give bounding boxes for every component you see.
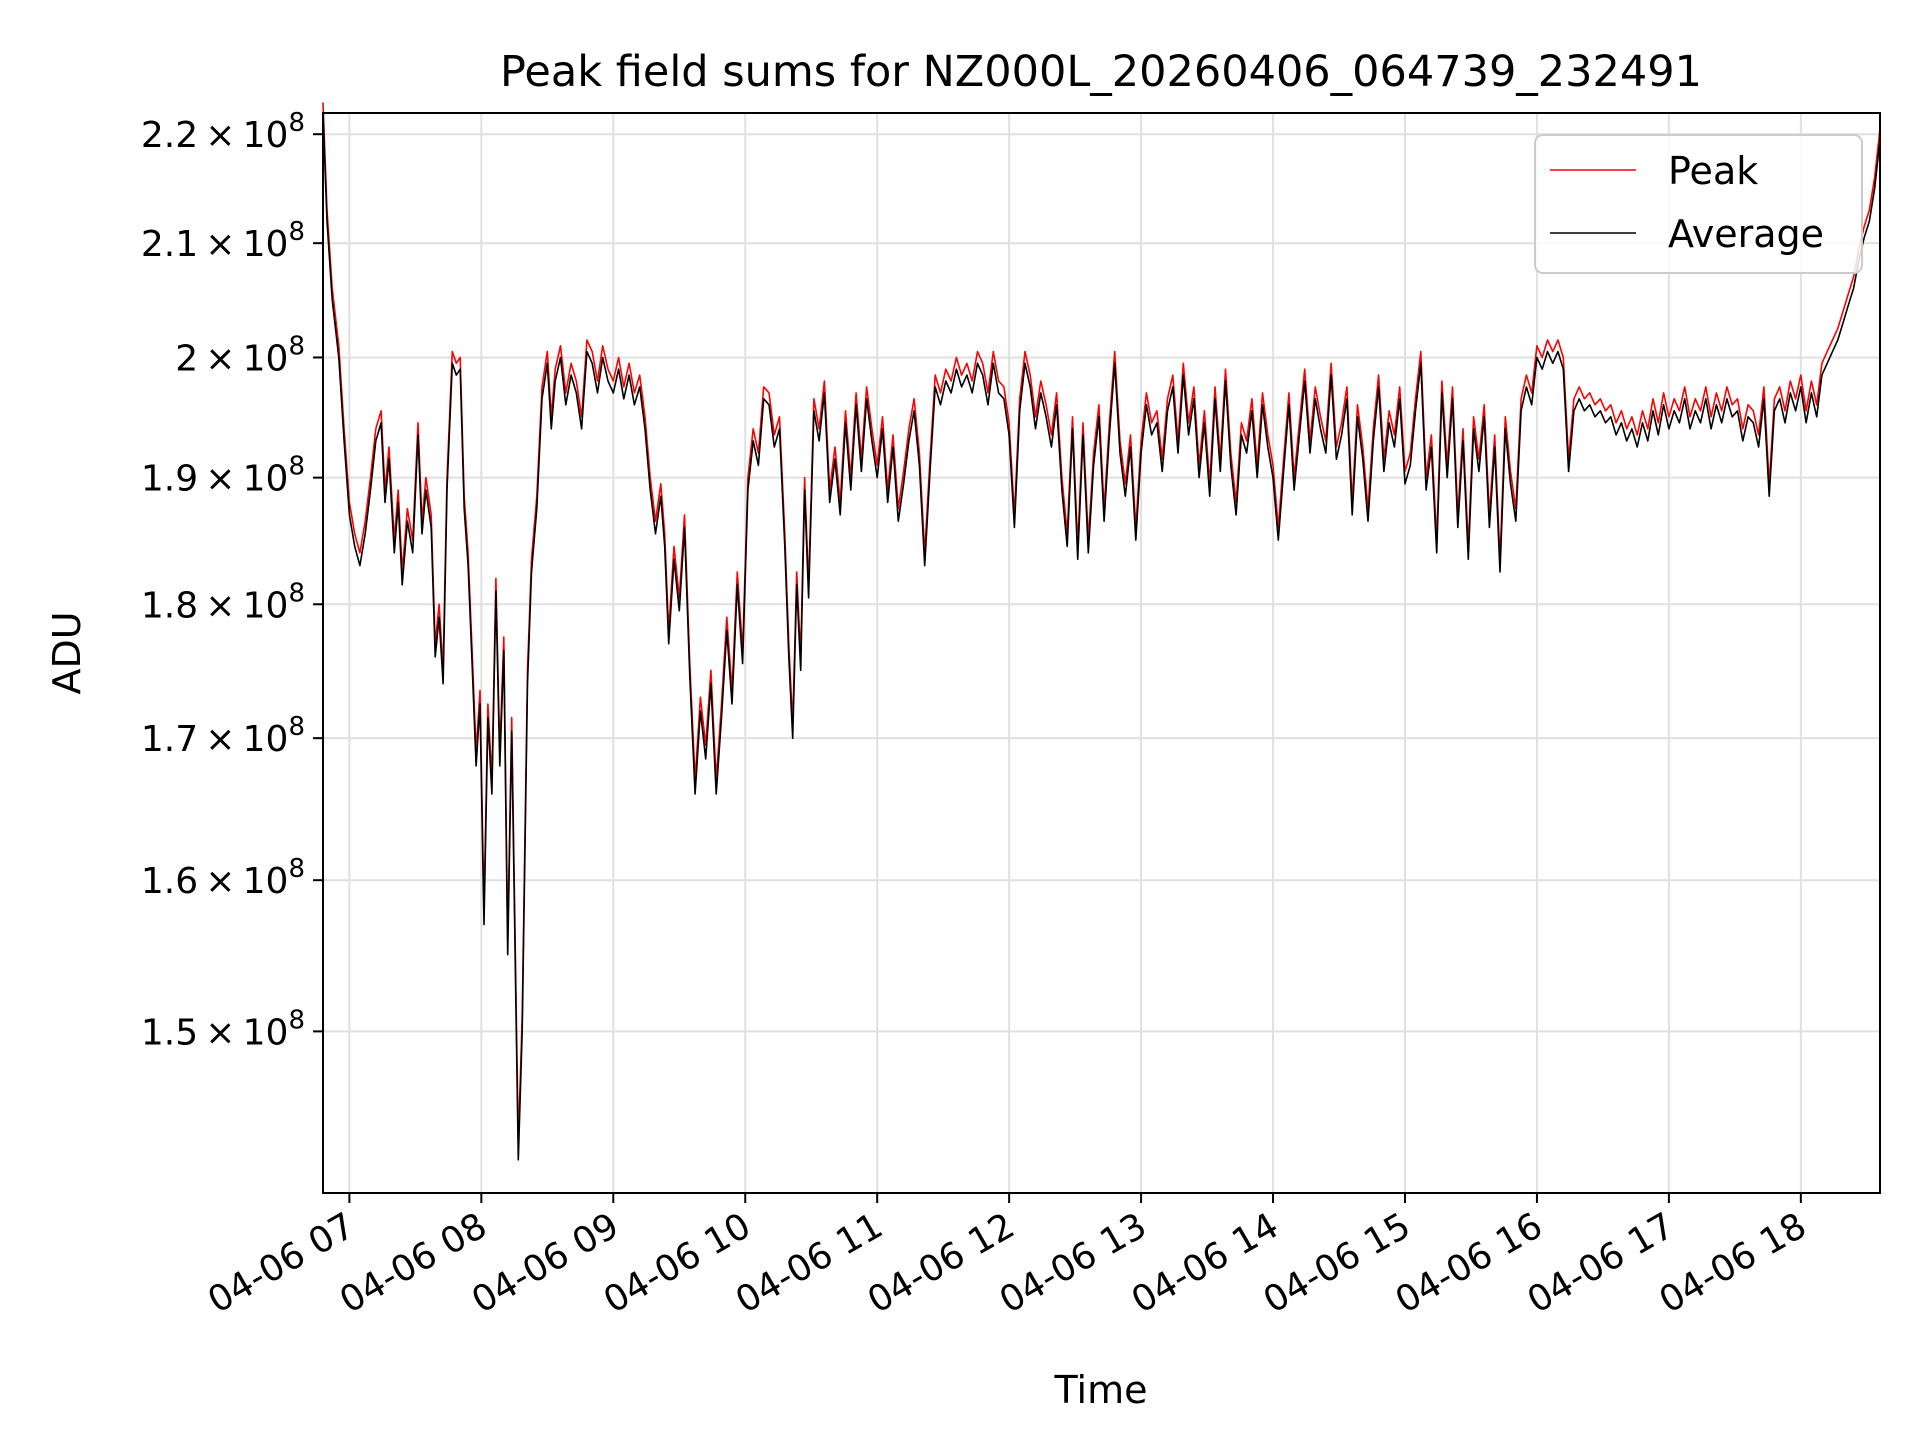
y-tick-label: 1.8 × 108 [141,578,305,626]
x-axis-label: Time [1054,1368,1148,1412]
plot-frame [322,112,1881,1194]
legend: Peak Average [1534,134,1863,274]
legend-label-average: Average [1668,212,1824,256]
y-tick-label: 1.9 × 108 [141,452,305,500]
y-tick-label: 2.2 × 108 [141,108,305,156]
plot-lines [322,102,1881,1161]
y-axis: 1.5 × 108 1.6 × 108 1.7 × 108 1.8 × 108 1.9 … [141,108,323,1053]
y-tick-label: 2 × 108 [175,331,305,379]
y-tick-label: 1.7 × 108 [141,712,305,760]
chart-title: Peak field sums for NZ000L_20260406_0647… [500,47,1702,97]
y-tick-label: 1.6 × 108 [141,854,305,902]
series-line-average [322,112,1881,1161]
y-axis-label: ADU [45,611,89,694]
legend-label-peak: Peak [1668,149,1758,193]
y-tick-label: 2.1 × 108 [141,217,305,265]
y-tick-label: 1.5 × 108 [141,1005,305,1053]
